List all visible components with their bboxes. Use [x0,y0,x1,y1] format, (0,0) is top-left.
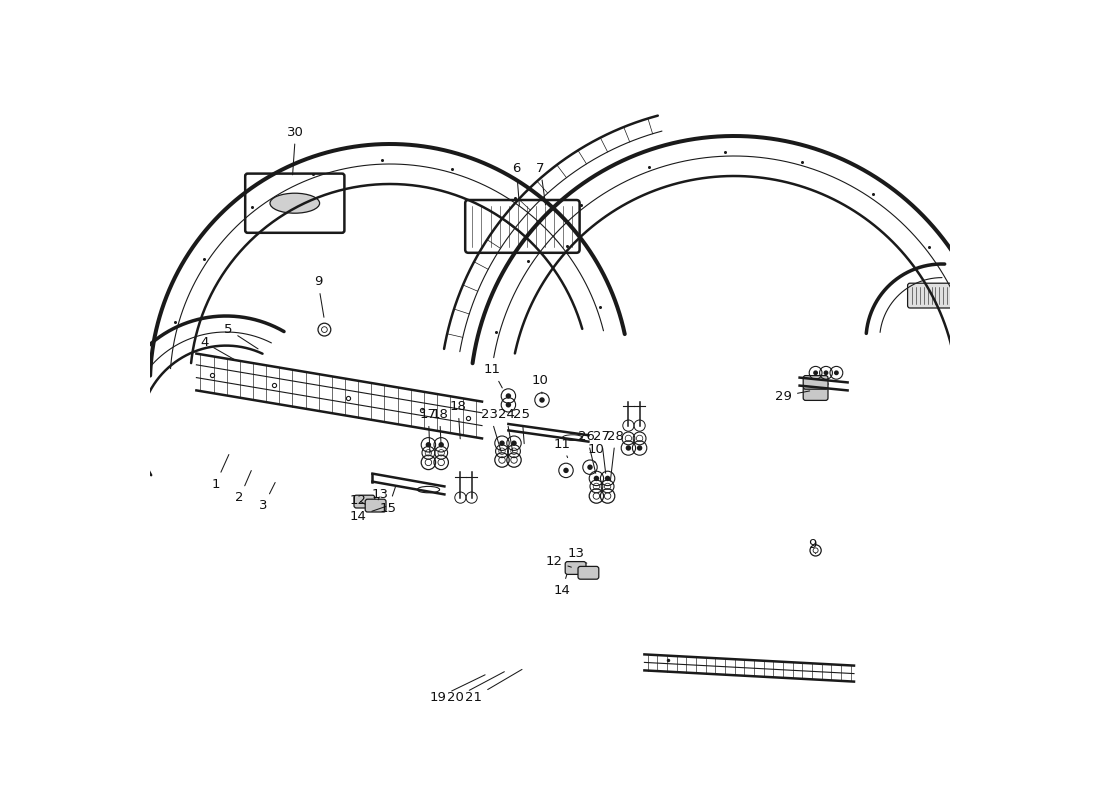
Circle shape [512,441,517,446]
Circle shape [563,468,569,473]
Text: 27: 27 [593,430,609,474]
FancyBboxPatch shape [565,562,586,574]
Circle shape [626,446,631,450]
Circle shape [506,394,512,398]
Circle shape [506,402,512,407]
Text: 7: 7 [536,162,546,206]
FancyBboxPatch shape [365,499,386,512]
Text: 26: 26 [579,430,596,474]
Text: 19: 19 [430,675,485,704]
Text: 4: 4 [200,336,235,360]
Ellipse shape [270,194,320,214]
Circle shape [637,446,642,450]
Text: 3: 3 [260,482,275,512]
Circle shape [824,370,828,375]
Text: 30: 30 [287,126,304,175]
FancyBboxPatch shape [803,375,828,389]
Circle shape [587,465,593,470]
Text: 13: 13 [568,547,586,563]
Text: 13: 13 [372,488,389,501]
Text: 9: 9 [314,275,323,318]
Text: 18: 18 [431,408,448,446]
FancyBboxPatch shape [803,386,828,400]
Text: 28: 28 [607,430,624,482]
Circle shape [426,442,431,447]
Circle shape [499,441,505,446]
FancyBboxPatch shape [908,283,953,308]
Text: 6: 6 [513,162,520,206]
Text: 20: 20 [448,672,504,704]
FancyBboxPatch shape [465,200,580,253]
FancyBboxPatch shape [578,566,598,579]
Text: 12: 12 [546,555,571,568]
Text: 18: 18 [450,400,466,439]
Text: 11: 11 [484,363,503,388]
Text: 14: 14 [350,506,386,522]
Text: 24: 24 [497,408,515,452]
Text: 2: 2 [235,470,251,504]
Circle shape [439,442,444,447]
Text: 21: 21 [465,670,522,704]
Text: 15: 15 [379,486,397,514]
Text: 10: 10 [588,443,605,462]
Text: 5: 5 [224,323,258,349]
FancyBboxPatch shape [354,495,375,508]
Text: 14: 14 [553,574,571,597]
Text: 23: 23 [482,408,502,452]
Circle shape [605,476,610,481]
Text: 25: 25 [514,408,530,444]
Circle shape [539,398,544,402]
Text: 11: 11 [553,438,571,458]
Circle shape [594,476,600,481]
Circle shape [834,370,839,375]
Text: 1: 1 [211,454,229,490]
Text: 17: 17 [420,408,437,454]
Text: 9: 9 [808,538,816,554]
Text: 12: 12 [350,494,366,506]
Text: 29: 29 [776,390,810,402]
Circle shape [813,370,818,375]
FancyBboxPatch shape [245,174,344,233]
Text: 10: 10 [532,374,549,394]
